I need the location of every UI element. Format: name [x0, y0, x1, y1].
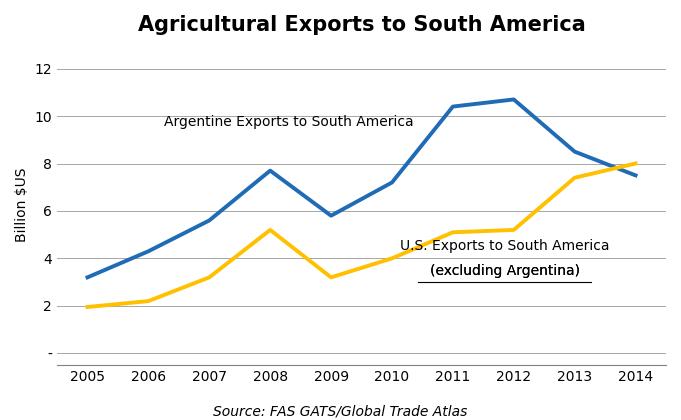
Text: U.S. Exports to South America: U.S. Exports to South America	[400, 239, 609, 253]
Text: (excluding Argentina): (excluding Argentina)	[430, 265, 580, 278]
Text: Source: FAS GATS/Global Trade Atlas: Source: FAS GATS/Global Trade Atlas	[213, 405, 468, 419]
Text: (excluding Argentina): (excluding Argentina)	[430, 265, 580, 278]
Title: Agricultural Exports to South America: Agricultural Exports to South America	[138, 15, 586, 35]
Y-axis label: Billion $US: Billion $US	[15, 168, 29, 242]
Text: Argentine Exports to South America: Argentine Exports to South America	[163, 115, 413, 129]
